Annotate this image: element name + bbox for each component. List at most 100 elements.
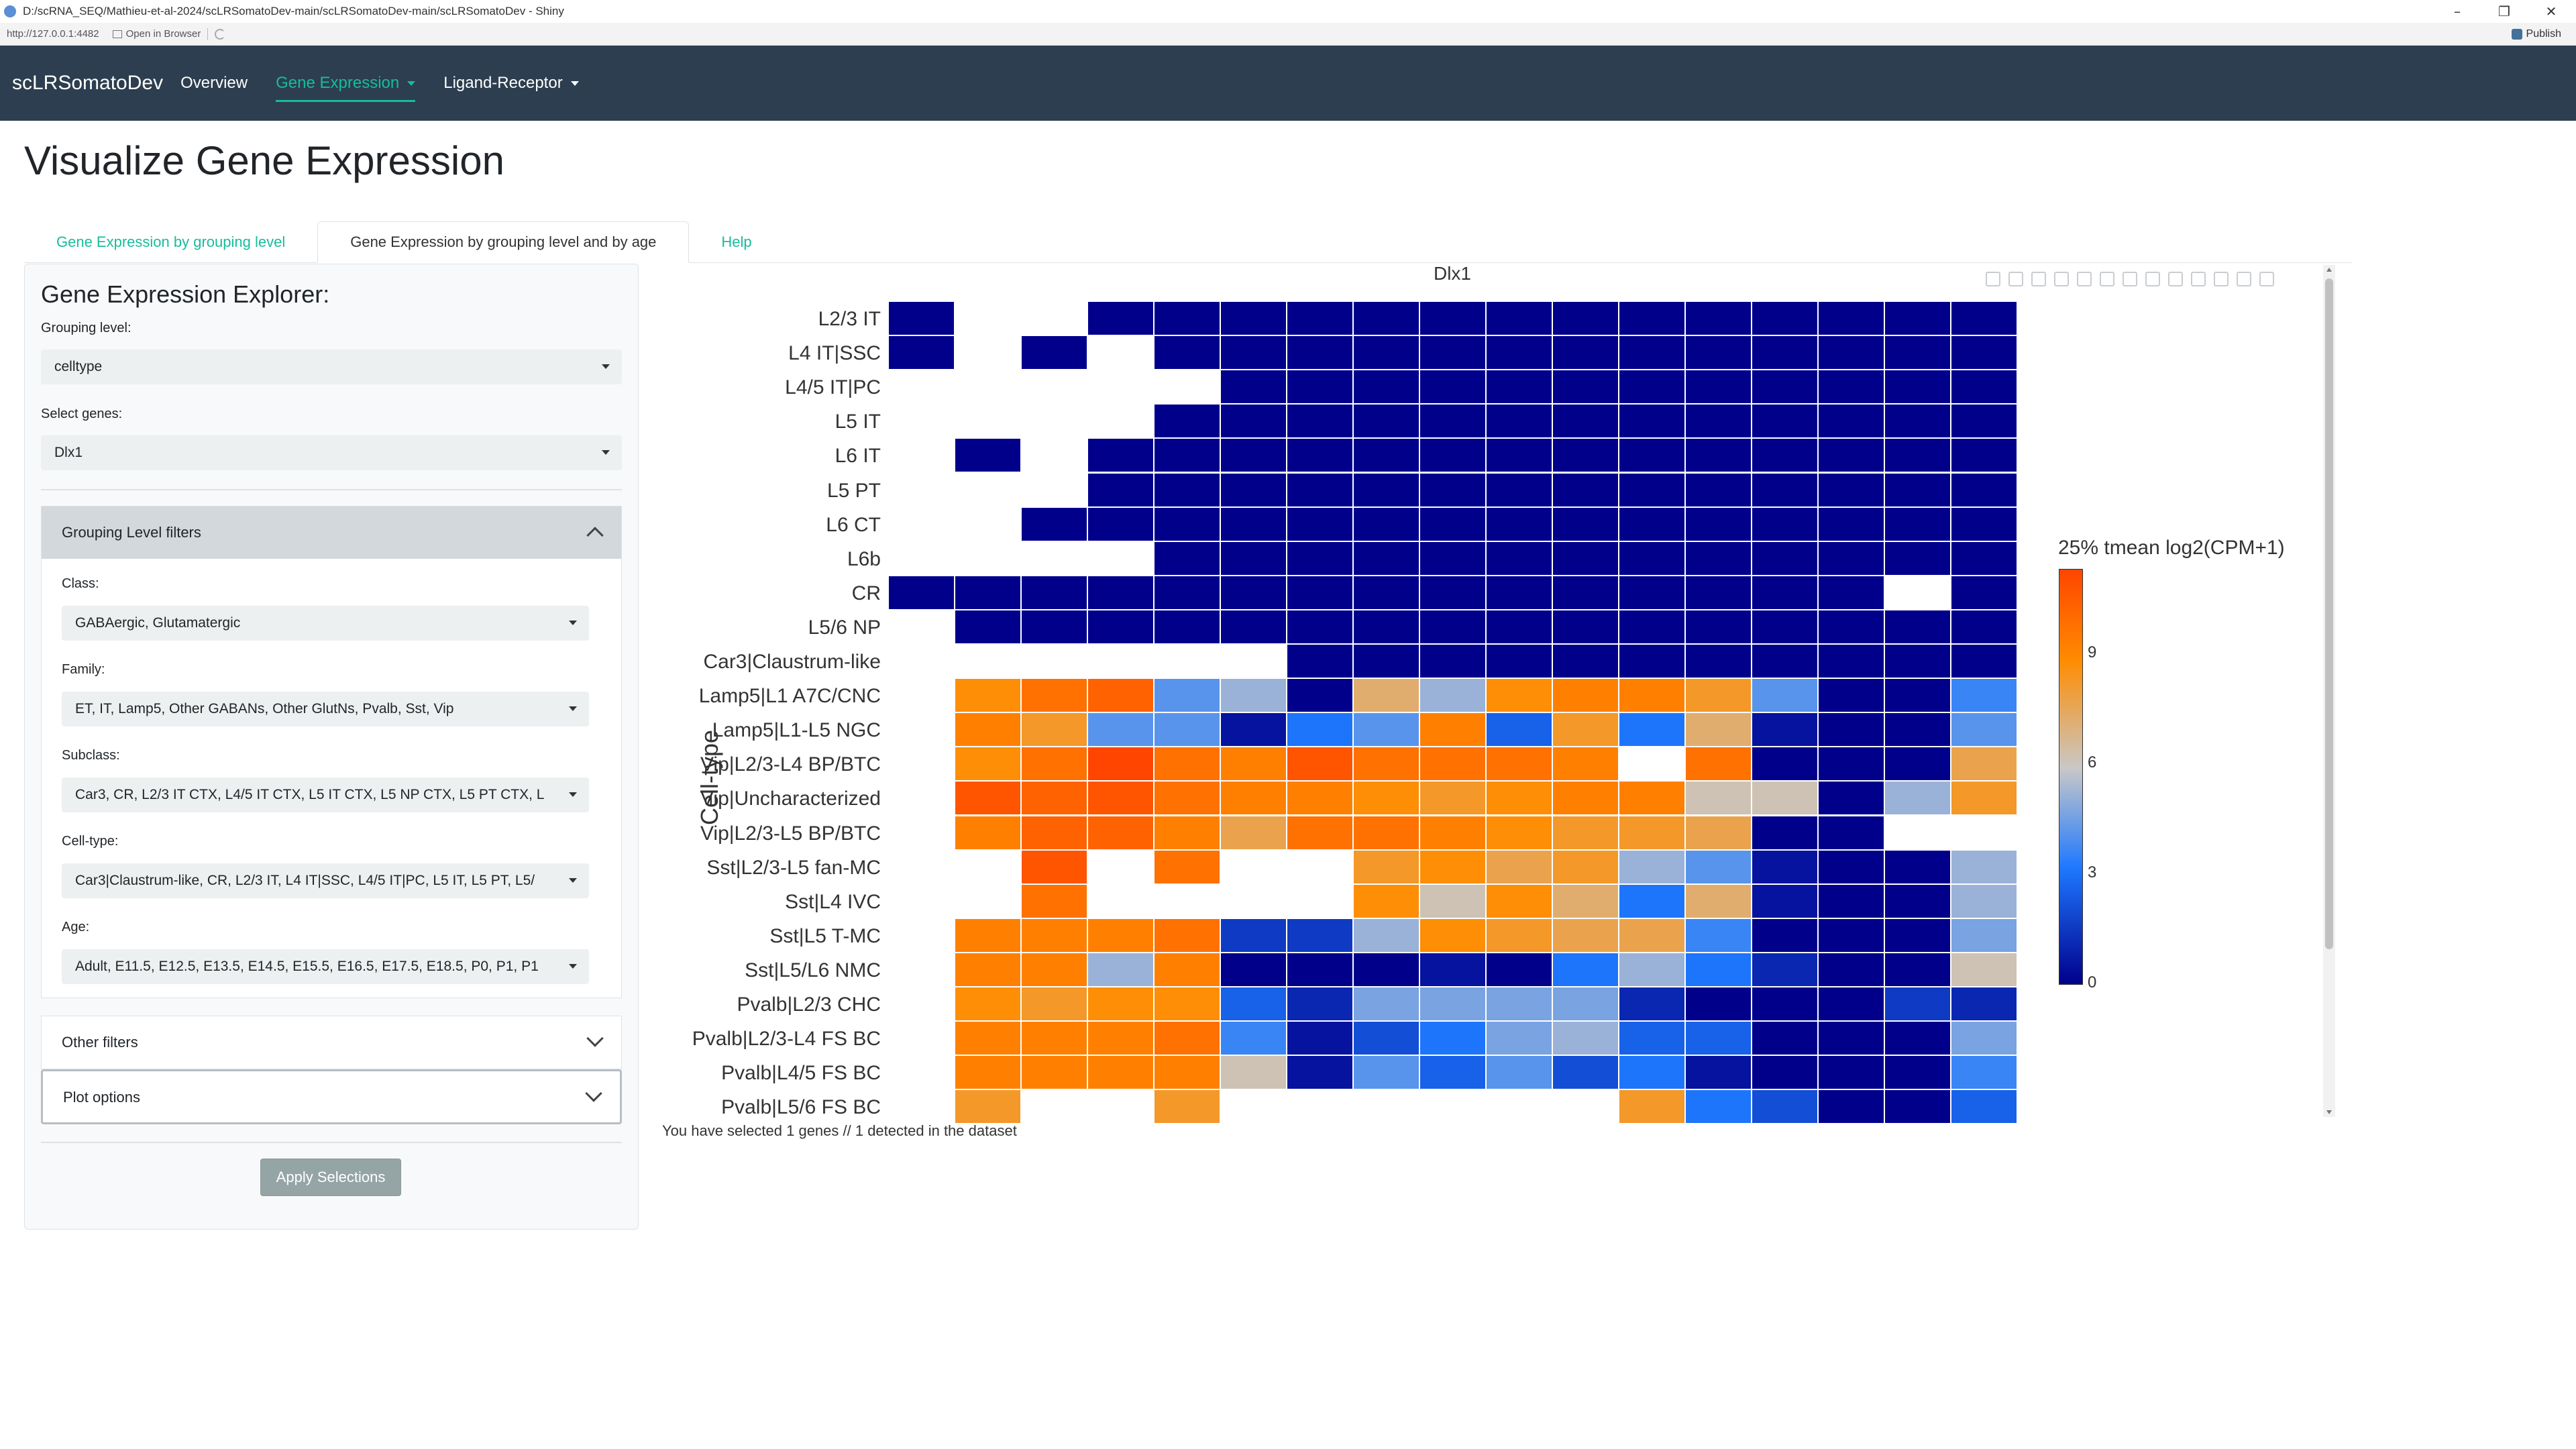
other-filters-header[interactable]: Other filters	[42, 1016, 621, 1069]
heatmap-cell[interactable]	[1486, 644, 1552, 679]
heatmap-cell[interactable]	[1552, 644, 1619, 679]
heatmap-cell[interactable]	[1951, 472, 2017, 507]
heatmap-cell[interactable]	[1818, 781, 1884, 816]
heatmap-cell[interactable]	[1419, 438, 1486, 473]
heatmap-cell[interactable]	[1287, 644, 1353, 679]
heatmap-cell[interactable]	[1619, 404, 1685, 439]
heatmap-cell[interactable]	[1818, 438, 1884, 473]
heatmap-cell[interactable]	[1552, 438, 1619, 473]
heatmap-cell[interactable]	[1154, 678, 1220, 713]
heatmap-cell[interactable]	[1552, 987, 1619, 1022]
heatmap-cell[interactable]	[1287, 781, 1353, 816]
heatmap-cell[interactable]	[1353, 747, 1419, 782]
navbar-brand[interactable]: scLRSomatoDev	[12, 72, 164, 94]
heatmap-cell[interactable]	[1619, 301, 1685, 336]
heatmap-cell[interactable]	[1884, 1089, 1951, 1124]
heatmap-cell[interactable]	[1951, 541, 2017, 576]
heatmap-cell[interactable]	[1619, 1055, 1685, 1090]
heatmap-cell[interactable]	[1619, 370, 1685, 405]
heatmap-cell[interactable]	[1685, 335, 1752, 370]
heatmap-cell[interactable]	[1353, 781, 1419, 816]
heatmap-cell[interactable]	[1220, 747, 1287, 782]
box-select-icon[interactable]	[2054, 272, 2069, 286]
heatmap-cell[interactable]	[1752, 335, 1818, 370]
heatmap-cell[interactable]	[1818, 952, 1884, 987]
heatmap-cell[interactable]	[1021, 987, 1087, 1022]
heatmap-cell[interactable]	[1087, 438, 1154, 473]
heatmap-cell[interactable]	[1419, 781, 1486, 816]
heatmap-cell[interactable]	[1951, 506, 2017, 541]
heatmap-cell[interactable]	[1884, 1055, 1951, 1090]
heatmap-cell[interactable]	[1951, 849, 2017, 884]
heatmap-cell[interactable]	[1884, 404, 1951, 439]
heatmap-cell[interactable]	[1951, 952, 2017, 987]
heatmap-cell[interactable]	[955, 987, 1021, 1022]
heatmap-cell[interactable]	[1752, 1021, 1818, 1056]
heatmap-cell[interactable]	[1951, 438, 2017, 473]
heatmap-cell[interactable]	[1353, 987, 1419, 1022]
heatmap-cell[interactable]	[1486, 438, 1552, 473]
heatmap-cell[interactable]	[1951, 644, 2017, 679]
heatmap-cell[interactable]	[955, 815, 1021, 850]
heatmap-cell[interactable]	[1884, 438, 1951, 473]
heatmap-cell[interactable]	[1154, 712, 1220, 747]
heatmap-cell[interactable]	[1154, 815, 1220, 850]
heatmap-cell[interactable]	[1419, 712, 1486, 747]
heatmap-cell[interactable]	[1951, 1089, 2017, 1124]
reset-axes-icon[interactable]	[2168, 272, 2183, 286]
heatmap-cell[interactable]	[1353, 1021, 1419, 1056]
heatmap-cell[interactable]	[1818, 335, 1884, 370]
heatmap-cell[interactable]	[955, 712, 1021, 747]
heatmap-cell[interactable]	[1486, 301, 1552, 336]
heatmap-cell[interactable]	[1021, 1055, 1087, 1090]
select-genes-input[interactable]: Dlx1	[41, 435, 622, 470]
heatmap-cell[interactable]	[1087, 678, 1154, 713]
url-text[interactable]: http://127.0.0.1:4482	[7, 28, 99, 40]
heatmap-cell[interactable]	[1951, 370, 2017, 405]
heatmap-cell[interactable]	[1154, 1089, 1220, 1124]
heatmap-cell[interactable]	[1021, 952, 1087, 987]
heatmap-cell[interactable]	[1818, 1089, 1884, 1124]
heatmap-cell[interactable]	[1287, 575, 1353, 610]
heatmap-cell[interactable]	[955, 747, 1021, 782]
heatmap-cell[interactable]	[955, 678, 1021, 713]
heatmap-cell[interactable]	[1951, 1021, 2017, 1056]
heatmap-cell[interactable]	[1685, 541, 1752, 576]
heatmap-cell[interactable]	[1154, 506, 1220, 541]
heatmap-cell[interactable]	[1287, 1055, 1353, 1090]
heatmap-cell[interactable]	[955, 1089, 1021, 1124]
heatmap-cell[interactable]	[1619, 987, 1685, 1022]
heatmap-cell[interactable]	[955, 781, 1021, 816]
heatmap-cell[interactable]	[1884, 747, 1951, 782]
heatmap-cell[interactable]	[1021, 747, 1087, 782]
heatmap-cell[interactable]	[1220, 712, 1287, 747]
heatmap-cell[interactable]	[1021, 609, 1087, 644]
heatmap-cell[interactable]	[1752, 506, 1818, 541]
heatmap-cell[interactable]	[1685, 1055, 1752, 1090]
heatmap-cell[interactable]	[1087, 575, 1154, 610]
heatmap-cell[interactable]	[1752, 301, 1818, 336]
heatmap-cell[interactable]	[1552, 609, 1619, 644]
publish-button[interactable]: Publish	[2511, 23, 2561, 46]
heatmap-cell[interactable]	[1552, 370, 1619, 405]
heatmap-cell[interactable]	[1419, 335, 1486, 370]
heatmap-cell[interactable]	[1154, 472, 1220, 507]
heatmap-cell[interactable]	[1619, 1021, 1685, 1056]
heatmap-cell[interactable]	[1951, 987, 2017, 1022]
heatmap-cell[interactable]	[1884, 609, 1951, 644]
nav-item-overview[interactable]: Overview	[180, 46, 248, 121]
nav-item-gene-expression[interactable]: Gene Expression	[276, 46, 416, 121]
heatmap-cell[interactable]	[1220, 1055, 1287, 1090]
heatmap-cell[interactable]	[1685, 1089, 1752, 1124]
heatmap-cell[interactable]	[1486, 815, 1552, 850]
heatmap-cell[interactable]	[1353, 712, 1419, 747]
heatmap-cell[interactable]	[1021, 883, 1087, 918]
heatmap-cell[interactable]	[1220, 575, 1287, 610]
heatmap-cell[interactable]	[1287, 712, 1353, 747]
heatmap-cell[interactable]	[1884, 918, 1951, 953]
heatmap-cell[interactable]	[1552, 335, 1619, 370]
heatmap-cell[interactable]	[1419, 404, 1486, 439]
heatmap-cell[interactable]	[1087, 506, 1154, 541]
heatmap-cell[interactable]	[1552, 1055, 1619, 1090]
heatmap-cell[interactable]	[1287, 952, 1353, 987]
